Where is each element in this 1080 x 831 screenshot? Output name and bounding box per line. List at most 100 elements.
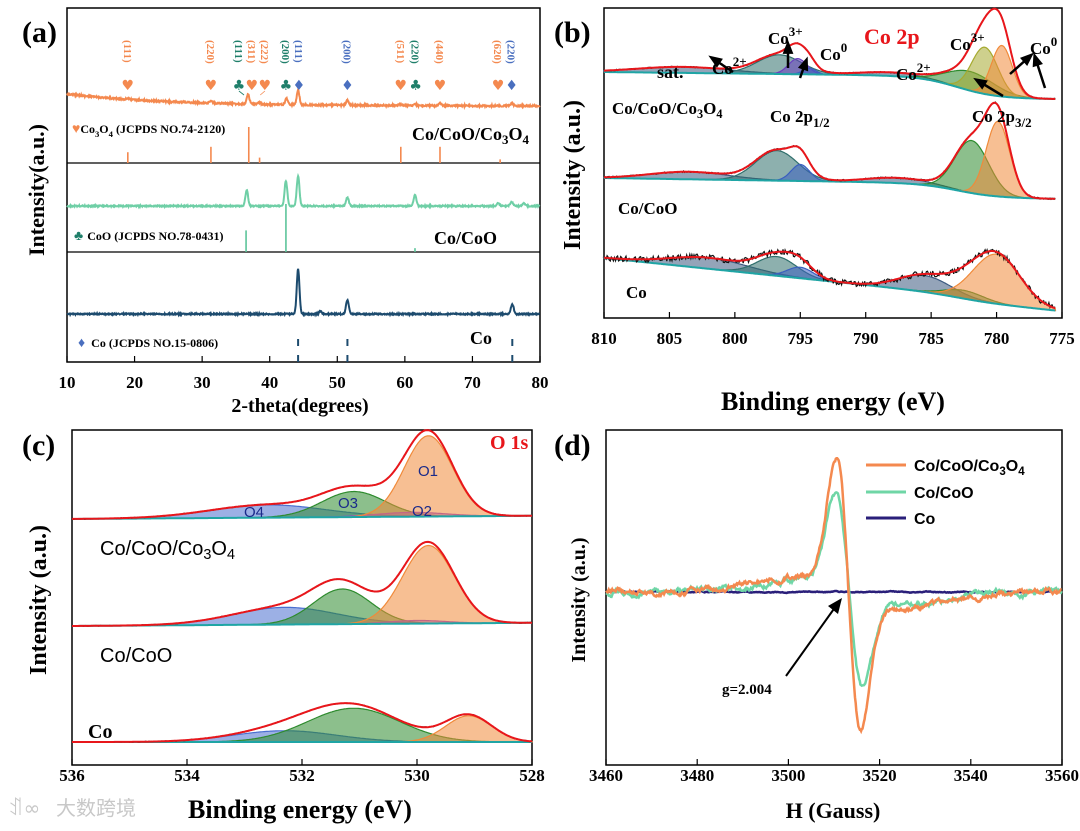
panel-d-label: (d)	[554, 429, 591, 462]
co2p-spectrum-0-background	[604, 71, 1056, 100]
annot-co0-2p32: Co0	[1030, 34, 1057, 58]
co2p-spectrum-2-fit-envelope	[603, 250, 1056, 310]
watermark: ꀊ∞ 大数跨境	[8, 796, 136, 820]
annot-co2plus-2p32: Co2+	[896, 60, 931, 84]
annotation-arrowhead	[708, 55, 723, 68]
phase-symbol-leader	[238, 90, 245, 96]
panel-a-xtick-label: 70	[464, 373, 481, 392]
hkl-label: (220)	[204, 40, 216, 64]
panel-b-xtick-label: 795	[788, 329, 814, 348]
sample-label-co-coo-co3o4: Co/CoO/Co3O4	[412, 124, 530, 147]
o1s-spectrum-1-fit-envelope	[72, 540, 532, 627]
hkl-label: (200)	[279, 40, 291, 64]
phase-symbol: ♥	[246, 78, 259, 94]
panel-b-xtick-label: 805	[657, 329, 683, 348]
hkl-label: (311)	[245, 40, 257, 64]
panel-c-title: O 1s	[490, 432, 529, 454]
annotation-arrowhead	[1032, 52, 1043, 68]
panel-c-xtick-label: 534	[174, 766, 200, 785]
o1s-spectrum-2-fit-envelope	[72, 702, 533, 743]
sample-label-b-2: Co/CoO	[618, 199, 678, 218]
panel-a-xtick-label: 50	[329, 373, 346, 392]
hkl-label: (111)	[232, 40, 244, 63]
sample-label-c-1: Co/CoO/Co3O4	[100, 538, 235, 563]
panel-d-xtick-label: 3480	[680, 766, 714, 785]
watermark-text: 大数跨境	[56, 796, 136, 820]
panel-a-ylabel: Intensity(a.u.)	[24, 124, 49, 256]
o1s-spectrum-0-fit-envelope	[71, 429, 532, 520]
panel-c-xtick-label: 530	[404, 766, 430, 785]
ref-coo-label: ♣ CoO (JCPDS NO.78-0431)	[74, 229, 224, 244]
phase-symbol: ♥	[122, 78, 135, 94]
panel-b-xlabel: Binding energy (eV)	[721, 387, 945, 416]
phase-symbol: ♥	[434, 78, 447, 94]
sample-label-c-3: Co	[88, 721, 112, 743]
panel-d-frame	[605, 429, 1063, 766]
g-value-annotation: g=2.004	[722, 682, 772, 698]
panel-d-xlabel: H (Gauss)	[786, 798, 881, 823]
annot-co-2p32: Co 2p3/2	[972, 107, 1032, 130]
panel-b-frame	[603, 7, 1063, 319]
co2p-spectrum-1-component-Co0	[604, 120, 1056, 200]
hkl-label: (111)	[292, 40, 304, 63]
panel-c-label: (c)	[22, 429, 55, 462]
panel-d-xtick-label: 3540	[954, 766, 988, 785]
panel-b-co2p: 810 805 800 795 790 785 780 775	[591, 7, 1075, 348]
phase-symbol-leader	[259, 90, 266, 96]
legend-label-co-coo: Co/CoO	[914, 485, 974, 502]
xrd-pattern-0	[66, 86, 541, 111]
g-value-arrow	[785, 605, 837, 677]
phase-symbol: ♣	[233, 78, 246, 94]
panel-b-xtick-label: 790	[853, 329, 879, 348]
phase-symbol: ♣	[280, 78, 293, 94]
panel-b-xtick-label: 780	[984, 329, 1010, 348]
annot-co2plus-2p12: Co2+	[712, 54, 747, 78]
panel-a-xlabel: 2-theta(degrees)	[231, 395, 368, 417]
annotation-arrowhead	[782, 40, 794, 54]
hkl-label: (220)	[409, 40, 421, 64]
annot-sat: sat.	[657, 62, 684, 82]
panel-c-xtick-label: 528	[519, 766, 545, 785]
hkl-label: (620)	[491, 40, 503, 64]
panel-d-legend: Co/CoO/Co3O4 Co/CoO Co	[866, 458, 1025, 528]
panel-a-xrd: 10 20 30 40 50 60 70 80 (111) ♥ (220) ♥ (111) ♣ (311) ♥…	[59, 7, 549, 392]
panel-a-xtick-label: 40	[261, 373, 278, 392]
panel-a-xtick-label: 60	[396, 373, 413, 392]
watermark-logo: ꀊ∞	[8, 796, 40, 820]
xrd-pattern-1	[66, 172, 541, 210]
annot-co3plus-2p12: Co3+	[768, 24, 803, 48]
panel-a-label: (a)	[22, 16, 57, 49]
hkl-label: (222)	[258, 40, 270, 64]
phase-symbol: ♥	[492, 78, 505, 94]
xrd-pattern-2	[66, 268, 541, 318]
sample-label-co-coo: Co/CoO	[434, 228, 497, 248]
hkl-label: (440)	[433, 40, 445, 64]
annot-co-2p12: Co 2p1/2	[770, 107, 830, 130]
annot-co3plus-2p32: Co3+	[950, 30, 985, 54]
phase-symbol: ♣	[409, 78, 422, 94]
legend-label-co-coo-co3o4: Co/CoO/Co3O4	[914, 458, 1025, 478]
ref-co3o4-label: ♥Co3O4 (JCPDS NO.74-2120)	[72, 122, 225, 139]
panel-b-xtick-label: 785	[918, 329, 944, 348]
annotation-arrowhead	[1020, 52, 1034, 66]
panel-b-label: (b)	[554, 16, 591, 49]
panel-c-xtick-label: 536	[59, 766, 85, 785]
sample-label-c-2: Co/CoO	[100, 645, 172, 667]
panel-a-xtick-label: 80	[532, 373, 549, 392]
phase-symbol: ♥	[259, 78, 272, 94]
annot-co0-2p12: Co0	[820, 40, 847, 64]
panel-b-xtick-label: 800	[722, 329, 748, 348]
panel-d-xtick-label: 3460	[589, 766, 623, 785]
co2p-spectrum-1-background	[604, 177, 1056, 200]
label-o3: O3	[338, 495, 358, 512]
annotation-arrowhead	[973, 77, 988, 90]
panel-a-xtick-label: 30	[194, 373, 211, 392]
phase-symbol: ♦	[341, 78, 354, 94]
phase-symbol: ♦	[293, 78, 306, 94]
panel-b-title: Co 2p	[864, 24, 920, 49]
hkl-label: (511)	[394, 40, 406, 64]
panel-d-epr: 3460 3480 3500 3520 3540 3560	[589, 429, 1079, 785]
panel-d-xtick-label: 3560	[1045, 766, 1079, 785]
phase-symbol: ♦	[505, 78, 518, 94]
